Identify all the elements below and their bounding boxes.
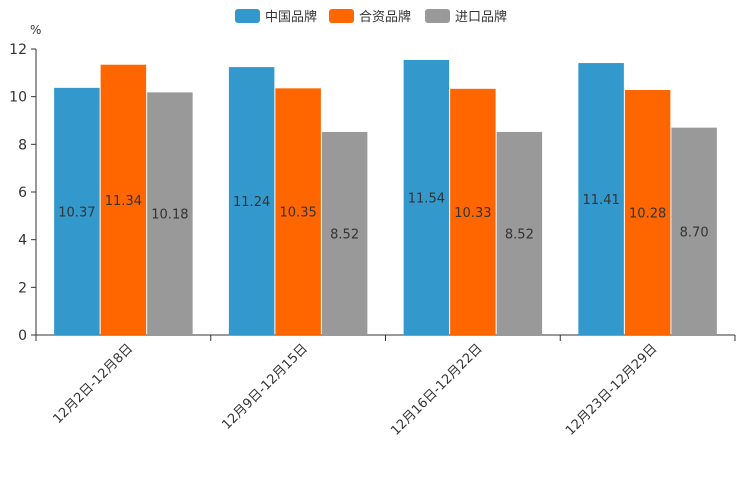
bar bbox=[403, 59, 450, 336]
x-category-label: 12月16日-12月22日 bbox=[388, 341, 485, 438]
y-tick-label: 6 bbox=[18, 185, 27, 201]
bar bbox=[100, 64, 147, 335]
y-tick-label: 10 bbox=[9, 90, 27, 106]
legend-swatch bbox=[329, 9, 354, 23]
bar-value-label: 11.54 bbox=[408, 191, 445, 206]
legend: 中国品牌 合资品牌 进口品牌 bbox=[235, 9, 507, 25]
x-category-label: 12月9日-12月15日 bbox=[219, 341, 311, 433]
x-category-label: 12月23日-12月29日 bbox=[563, 341, 660, 438]
y-tick-label: 12 bbox=[9, 42, 27, 58]
bar bbox=[147, 92, 193, 335]
bar bbox=[624, 89, 671, 335]
bar bbox=[321, 131, 368, 335]
bar bbox=[275, 88, 321, 335]
legend-label: 合资品牌 bbox=[359, 9, 411, 25]
legend-swatch bbox=[425, 9, 450, 23]
bar bbox=[450, 88, 496, 335]
x-category-label: 12月2日-12月8日 bbox=[50, 341, 136, 427]
legend-label: 进口品牌 bbox=[455, 9, 507, 25]
bar-value-label: 8.70 bbox=[680, 225, 709, 240]
y-tick-label: 4 bbox=[18, 233, 27, 249]
bar-value-label: 10.33 bbox=[454, 206, 491, 221]
bar bbox=[671, 127, 717, 336]
bar-value-label: 11.34 bbox=[105, 194, 142, 209]
y-tick-label: 0 bbox=[18, 328, 27, 344]
bar-value-label: 10.37 bbox=[58, 205, 95, 220]
y-tick-label: 8 bbox=[18, 137, 27, 153]
bar-value-label: 8.52 bbox=[505, 227, 534, 242]
bar-value-label: 11.24 bbox=[233, 195, 270, 210]
bars: 10.37 11.34 10.18 11.24 10.35 8.52 11.54 10.33 8… bbox=[54, 59, 717, 336]
bar-value-label: 10.28 bbox=[629, 206, 666, 221]
y-axis: 0 2 4 6 8 10 12 bbox=[9, 42, 37, 344]
legend-swatch bbox=[235, 9, 260, 23]
bar bbox=[578, 63, 624, 335]
bar bbox=[496, 131, 543, 335]
bar bbox=[228, 67, 275, 335]
bar bbox=[54, 87, 100, 336]
bar-value-label: 10.35 bbox=[280, 206, 317, 221]
y-tick-label: 2 bbox=[18, 280, 27, 296]
bar-value-label: 10.18 bbox=[151, 208, 188, 223]
legend-label: 中国品牌 bbox=[265, 9, 317, 25]
bar-value-label: 8.52 bbox=[330, 227, 359, 242]
x-axis: 12月2日-12月8日 12月9日-12月15日 12月16日-12月22日 12月2… bbox=[35, 334, 736, 439]
y-unit-label: % bbox=[30, 23, 41, 37]
bar-value-label: 11.41 bbox=[583, 193, 620, 208]
